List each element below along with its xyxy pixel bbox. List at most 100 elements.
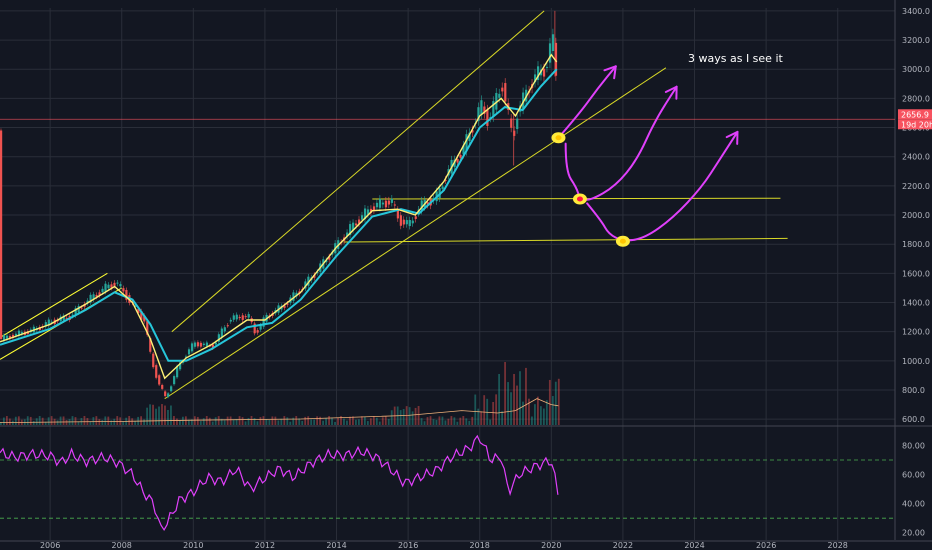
candle bbox=[176, 366, 179, 378]
y-tick-label: 2200.0 bbox=[902, 182, 930, 191]
volume-bar bbox=[358, 419, 360, 425]
candle bbox=[247, 314, 250, 318]
candle bbox=[366, 209, 370, 215]
candle bbox=[155, 365, 158, 378]
candle bbox=[220, 328, 223, 338]
volume-bar bbox=[322, 420, 324, 425]
candle bbox=[444, 179, 447, 181]
candle bbox=[229, 319, 232, 322]
candle bbox=[199, 342, 203, 347]
candle bbox=[44, 322, 47, 327]
candle bbox=[149, 338, 152, 352]
volume-bar bbox=[158, 406, 160, 425]
candle bbox=[355, 223, 358, 226]
candle bbox=[119, 284, 122, 287]
candle bbox=[256, 330, 259, 333]
candle bbox=[0, 130, 3, 339]
candle bbox=[152, 353, 155, 368]
candle bbox=[313, 274, 316, 278]
volume-bar bbox=[176, 418, 178, 425]
candle bbox=[286, 303, 289, 305]
candle bbox=[346, 232, 349, 237]
candle bbox=[483, 106, 486, 114]
volume-bar bbox=[438, 416, 441, 425]
volume-bar bbox=[214, 417, 217, 425]
volume-ma-line bbox=[0, 398, 559, 423]
volume-bar bbox=[202, 418, 205, 425]
candle bbox=[77, 306, 80, 313]
volume-bar bbox=[537, 396, 539, 425]
volume-bar bbox=[480, 411, 483, 425]
candle bbox=[116, 282, 119, 284]
volume-bar bbox=[196, 416, 199, 425]
candle bbox=[167, 393, 170, 397]
candle bbox=[8, 336, 12, 339]
volume-bar bbox=[205, 416, 208, 425]
volume-bar bbox=[477, 408, 480, 425]
candle bbox=[414, 216, 417, 219]
y-tick-label: 3000.0 bbox=[902, 65, 930, 74]
candle bbox=[20, 332, 24, 335]
x-tick-label: 2006 bbox=[40, 541, 60, 550]
candle bbox=[143, 315, 146, 322]
volume-bar bbox=[41, 417, 44, 425]
candle bbox=[2, 335, 6, 341]
candle bbox=[173, 376, 176, 385]
volume-bar bbox=[366, 421, 369, 425]
volume-bar bbox=[489, 419, 492, 425]
volume-bar bbox=[44, 421, 47, 425]
volume-bar bbox=[417, 406, 420, 425]
volume-bar bbox=[316, 416, 319, 425]
volume-bar bbox=[387, 418, 390, 425]
volume-bar bbox=[193, 416, 196, 425]
candle bbox=[95, 294, 98, 297]
candle bbox=[384, 200, 388, 208]
y-tick-label: 2400.0 bbox=[902, 153, 930, 162]
volume-bar bbox=[295, 416, 298, 425]
volume-bar bbox=[220, 418, 223, 425]
candle bbox=[545, 66, 549, 68]
volume-bar bbox=[259, 417, 262, 425]
volume-bar bbox=[360, 416, 363, 425]
candle bbox=[235, 314, 238, 320]
candle bbox=[146, 321, 149, 335]
volume-bar bbox=[74, 417, 77, 425]
volume-bar bbox=[456, 421, 459, 425]
y-tick-label: 600.0 bbox=[902, 415, 925, 424]
volume-bar bbox=[352, 416, 354, 425]
volume-bar bbox=[223, 420, 226, 425]
candle bbox=[92, 294, 95, 300]
volume-bar bbox=[429, 416, 432, 425]
candle bbox=[399, 215, 402, 226]
candle bbox=[381, 202, 385, 205]
candle bbox=[5, 335, 9, 339]
volume-bar bbox=[104, 416, 107, 425]
volume-bar bbox=[250, 416, 253, 425]
price-tag bbox=[898, 109, 932, 120]
candle bbox=[471, 130, 474, 133]
moving-average-slow bbox=[0, 68, 558, 362]
candle bbox=[358, 219, 361, 224]
candle bbox=[325, 260, 328, 263]
volume-bar bbox=[331, 417, 333, 425]
volume-bar bbox=[146, 407, 148, 425]
candle bbox=[110, 284, 113, 288]
volume-bar bbox=[268, 419, 271, 425]
support-line bbox=[343, 237, 788, 243]
volume-bar bbox=[534, 404, 536, 425]
candle bbox=[193, 342, 197, 347]
candle bbox=[184, 356, 188, 358]
rsi-line bbox=[0, 434, 559, 532]
volume-bar bbox=[328, 416, 330, 425]
candle bbox=[187, 349, 191, 355]
volume-bar bbox=[256, 421, 259, 425]
volume-bar bbox=[116, 416, 119, 425]
candle bbox=[426, 202, 429, 205]
candle bbox=[501, 87, 504, 92]
volume-bar bbox=[426, 417, 429, 425]
candle bbox=[205, 342, 209, 347]
candle bbox=[349, 224, 352, 235]
volume-bar bbox=[372, 416, 375, 425]
candle bbox=[456, 159, 459, 163]
volume-bar bbox=[551, 396, 554, 425]
